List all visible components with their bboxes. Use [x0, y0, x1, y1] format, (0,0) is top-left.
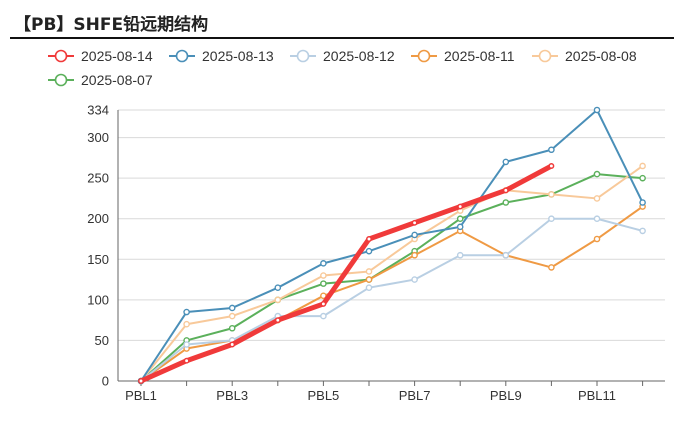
legend-item: 2025-08-08 — [532, 48, 637, 64]
legend-marker — [54, 73, 68, 87]
y-tick-label: 250 — [87, 171, 109, 186]
legend-marker — [296, 49, 310, 63]
x-tick-label: PBL11 — [578, 388, 616, 403]
data-point — [502, 187, 509, 194]
data-point — [456, 223, 464, 231]
data-point — [320, 300, 327, 307]
data-point — [274, 317, 281, 324]
x-tick-label: PBL1 — [125, 388, 157, 403]
data-point — [548, 163, 555, 169]
data-point — [639, 174, 646, 182]
legend-marker — [175, 49, 189, 63]
data-point — [365, 284, 373, 291]
data-point — [593, 215, 601, 223]
data-point — [593, 106, 601, 114]
data-point — [183, 357, 190, 364]
legend-label: 2025-08-08 — [565, 48, 637, 64]
y-tick-label: 334 — [87, 103, 109, 118]
data-point — [548, 191, 555, 198]
series-group — [137, 106, 646, 385]
legend: 2025-08-14 2025-08-13 2025-08-12 2025-08-11… — [48, 48, 637, 88]
data-point — [593, 170, 601, 178]
x-tick-label: PBL7 — [399, 388, 431, 403]
data-point — [320, 272, 327, 279]
data-point — [502, 199, 510, 206]
data-point — [183, 308, 190, 316]
data-point — [548, 146, 555, 154]
data-point — [228, 312, 236, 320]
x-tick-label: PBL3 — [216, 388, 248, 403]
data-point — [365, 276, 373, 283]
data-point — [457, 203, 464, 210]
data-point — [502, 158, 510, 166]
data-point — [320, 292, 327, 300]
legend-item: 2025-08-07 — [48, 72, 153, 88]
series-line — [140, 217, 644, 382]
data-point — [411, 276, 418, 283]
legend-marker — [54, 49, 68, 63]
axes: 0 50 100 150 200 250 300 334 PBL1 PBL3 PBL5 PBL7 PBL… — [87, 103, 665, 403]
title-underline — [10, 37, 674, 39]
series-line — [140, 109, 644, 382]
data-point — [228, 324, 236, 332]
series-line — [140, 164, 644, 382]
y-tick-label: 150 — [87, 252, 109, 267]
y-tick-label: 100 — [87, 292, 109, 307]
data-point — [228, 304, 236, 312]
data-point — [365, 247, 373, 255]
legend-item: 2025-08-12 — [290, 48, 395, 64]
data-point — [639, 199, 646, 206]
data-point — [456, 251, 464, 259]
x-tick-label: PBL9 — [490, 388, 522, 403]
x-tick-label: PBL5 — [307, 388, 339, 403]
series-2025-08-13 — [137, 106, 646, 385]
legend-item: 2025-08-11 — [411, 48, 515, 64]
data-point — [320, 260, 327, 267]
legend-label: 2025-08-14 — [81, 48, 153, 64]
data-point — [411, 219, 418, 226]
y-tick-label: 300 — [87, 130, 109, 145]
chart-title: 【PB】SHFE铅远期结构 — [14, 15, 209, 35]
series-2025-08-14 — [138, 163, 555, 384]
legend-label: 2025-08-12 — [323, 48, 395, 64]
data-point — [502, 251, 510, 259]
data-point — [274, 284, 282, 291]
legend-item: 2025-08-13 — [169, 48, 274, 64]
legend-marker — [538, 49, 552, 63]
series-line — [140, 173, 644, 382]
data-point — [366, 236, 372, 242]
legend-label: 2025-08-13 — [202, 48, 274, 64]
data-point — [138, 378, 144, 384]
data-point — [183, 341, 190, 348]
y-tick-label: 200 — [87, 211, 109, 226]
data-point — [274, 296, 282, 304]
legend-item: 2025-08-14 — [48, 48, 153, 64]
data-point — [365, 268, 373, 275]
legend-label: 2025-08-07 — [81, 72, 153, 88]
data-point — [229, 341, 236, 348]
data-point — [593, 235, 601, 243]
data-point — [411, 251, 418, 259]
data-point — [639, 162, 646, 170]
data-point — [411, 231, 418, 239]
series-2025-08-12 — [137, 215, 646, 385]
data-point — [183, 320, 190, 328]
data-point — [593, 195, 601, 202]
series-line — [138, 163, 554, 384]
data-point — [639, 227, 646, 235]
y-tick-label: 0 — [102, 374, 109, 389]
data-point — [548, 215, 555, 223]
grid-lines — [118, 109, 665, 341]
legend-label: 2025-08-11 — [444, 48, 515, 64]
data-point — [548, 264, 555, 271]
data-point — [320, 312, 327, 320]
legend-marker — [417, 49, 431, 63]
y-tick-label: 50 — [95, 333, 109, 348]
data-point — [456, 215, 464, 223]
data-point — [320, 280, 327, 287]
